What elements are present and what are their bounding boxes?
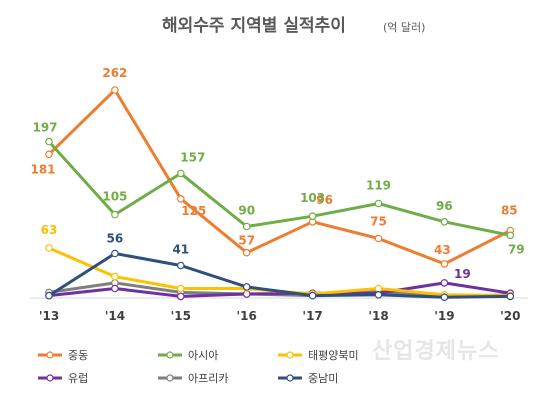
- series-5: [45, 249, 515, 302]
- x-tick-label: '19: [434, 309, 454, 323]
- data-labels: 181 262 125 57 96 75 43 85 197 105 157 90 103 119 96 79…: [30, 66, 524, 281]
- series-1-point: [177, 169, 185, 178]
- x-tick-label: '14: [105, 309, 125, 323]
- watermark: 산업경제뉴스: [372, 339, 499, 364]
- legend-item: 중동: [38, 349, 88, 362]
- series-2-point: [177, 284, 185, 293]
- data-label: 96: [316, 193, 333, 207]
- legend-item: 중남미: [278, 372, 338, 385]
- data-label: 96: [436, 199, 453, 213]
- legend-item: 아시아: [158, 349, 218, 362]
- data-label: 125: [181, 204, 206, 218]
- x-tick-label: '13: [39, 309, 59, 323]
- data-label: 57: [238, 234, 255, 248]
- series-0-point: [440, 260, 449, 268]
- x-axis-ticks: '13 '14 '15 '16 '17 '18 '19 '20: [39, 309, 521, 323]
- series-1-point: [506, 231, 515, 240]
- legend-label: 중동: [68, 349, 88, 362]
- data-label: 90: [238, 204, 255, 218]
- series-1-point: [308, 212, 317, 221]
- data-label: 197: [32, 121, 57, 135]
- series-3-point: [111, 284, 119, 293]
- series-5-point: [177, 261, 185, 270]
- data-label: 19: [454, 267, 471, 281]
- series-5-point: [308, 291, 317, 300]
- series-5-point: [506, 292, 515, 301]
- series-1-point: [45, 137, 53, 146]
- data-label: 181: [30, 162, 55, 176]
- series-2-point: [45, 244, 53, 252]
- series-1-point: [440, 218, 449, 226]
- legend-label: 아프리카: [188, 372, 228, 385]
- x-tick-label: '18: [368, 309, 388, 323]
- legend-item: 아프리카: [158, 372, 228, 385]
- series-0-point: [111, 86, 119, 94]
- legend-label: 아시아: [188, 349, 218, 362]
- series-1-point: [111, 210, 119, 219]
- legend-item: 태평양북미: [278, 349, 359, 362]
- series-0-point: [242, 248, 251, 257]
- series-5-point: [242, 283, 251, 291]
- legend-label: 중남미: [308, 372, 338, 385]
- data-label: 85: [501, 204, 518, 218]
- legend-swatch-marker: [286, 351, 294, 359]
- legend-swatch-marker: [166, 374, 174, 382]
- legend-swatch-marker: [286, 374, 294, 382]
- chart-title: 해외수주 지역별 실적추이: [162, 16, 346, 36]
- series-0-point: [374, 234, 383, 243]
- series-2-point: [111, 272, 119, 281]
- series-5-point: [111, 249, 119, 258]
- series-3-point: [177, 292, 185, 301]
- series-1-point: [242, 222, 251, 231]
- series-0-line: [47, 88, 511, 266]
- x-tick-label: '17: [302, 309, 322, 323]
- data-label: 41: [172, 243, 189, 257]
- series-3-point: [440, 279, 449, 287]
- legend-swatch-marker: [166, 351, 174, 359]
- x-tick-label: '20: [500, 309, 520, 323]
- data-label: 75: [370, 215, 387, 229]
- legend-swatch-marker: [46, 374, 54, 382]
- legend-label: 유럽: [68, 371, 88, 385]
- data-label: 56: [107, 232, 124, 246]
- chart-unit: (억 달러): [383, 21, 425, 34]
- series-3-line: [48, 281, 511, 298]
- data-label: 43: [434, 243, 451, 257]
- series-layer: [45, 86, 515, 302]
- series-0-point: [45, 150, 53, 159]
- x-tick-label: '15: [171, 309, 191, 323]
- data-label: 105: [102, 190, 127, 204]
- series-2-point: [374, 284, 383, 293]
- series-1-point: [374, 199, 383, 208]
- legend-label: 태평양북미: [308, 349, 359, 362]
- series-5-point: [374, 290, 383, 299]
- legend-item: 유럽: [38, 371, 88, 385]
- series-5-point: [440, 293, 449, 302]
- data-label: 262: [102, 66, 127, 80]
- series-0-point: [177, 195, 185, 203]
- series-5-line: [48, 252, 511, 299]
- data-label: 103: [300, 191, 325, 205]
- series-1: [45, 137, 515, 240]
- data-label: 157: [180, 150, 205, 164]
- data-label: 79: [508, 242, 525, 256]
- data-label: 119: [366, 179, 391, 193]
- series-1-line: [47, 140, 511, 237]
- series-0: [45, 86, 515, 268]
- legend-swatch-marker: [46, 351, 54, 359]
- x-tick-label: '16: [237, 309, 257, 323]
- data-label: 63: [41, 223, 58, 237]
- series-5-point: [45, 291, 53, 300]
